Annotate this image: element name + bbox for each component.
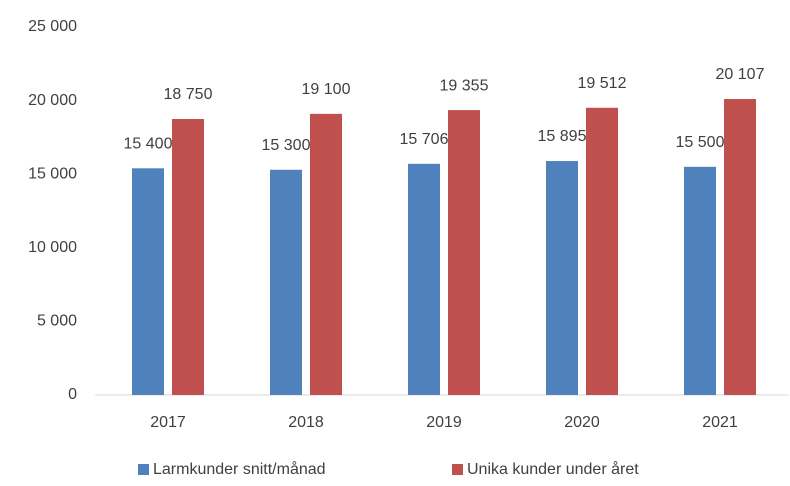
bar — [546, 161, 578, 395]
legend-swatch — [452, 464, 463, 475]
data-label: 20 107 — [716, 66, 765, 83]
x-tick-label: 2020 — [564, 414, 600, 431]
bar — [310, 113, 342, 396]
data-label: 18 750 — [164, 86, 213, 103]
bar — [270, 169, 302, 395]
y-tick-label: 10 000 — [28, 239, 77, 256]
x-tick-label: 2021 — [702, 414, 738, 431]
legend-label: Unika kunder under året — [467, 460, 639, 478]
x-tick-label: 2017 — [150, 414, 186, 431]
x-tick-label: 2019 — [426, 414, 462, 431]
bar — [448, 110, 480, 396]
y-tick-label: 20 000 — [28, 92, 77, 109]
y-tick-label: 15 000 — [28, 165, 77, 182]
data-label: 15 500 — [676, 134, 725, 151]
bar — [172, 119, 204, 395]
legend-label: Larmkunder snitt/månad — [153, 460, 326, 478]
data-label: 15 300 — [262, 137, 311, 154]
data-label: 15 895 — [538, 128, 587, 145]
y-tick-label: 0 — [68, 386, 77, 403]
y-tick-label: 5 000 — [37, 313, 77, 330]
y-tick-label: 25 000 — [28, 18, 77, 35]
data-label: 15 400 — [124, 136, 173, 153]
legend-swatch — [138, 464, 149, 475]
data-label: 19 512 — [578, 75, 627, 92]
bar — [684, 166, 716, 395]
data-label: 19 100 — [302, 81, 351, 98]
data-label: 15 706 — [400, 131, 449, 148]
x-tick-label: 2018 — [288, 414, 324, 431]
data-label: 19 355 — [440, 77, 489, 94]
bar — [724, 99, 756, 395]
bar — [586, 107, 618, 396]
bar — [132, 168, 164, 395]
bar — [408, 163, 440, 395]
